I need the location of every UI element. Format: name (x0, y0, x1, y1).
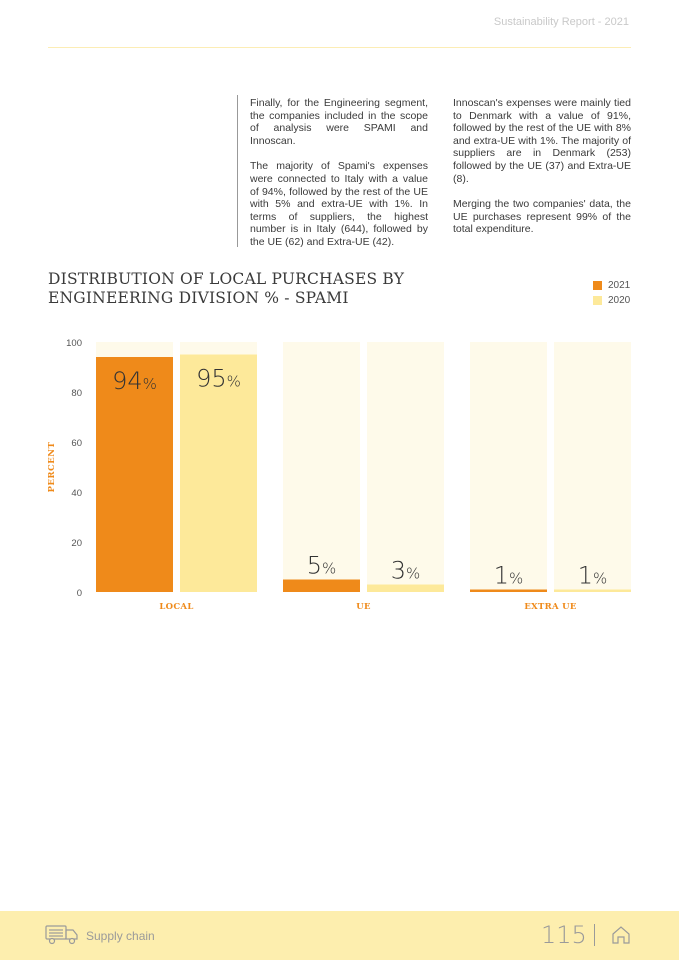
y-tick-label: 80 (71, 388, 82, 399)
footer-section-label: Supply chain (86, 929, 155, 943)
y-tick-label: 20 (71, 538, 82, 549)
legend-swatch-2020 (593, 295, 602, 305)
bar-ue-2021 (283, 579, 360, 592)
text-column-rule (237, 95, 238, 247)
x-category-label: EXTRA UE (524, 602, 577, 612)
bar-background (470, 342, 547, 592)
report-header-title: Sustainability Report - 2021 (493, 16, 629, 28)
paragraph: Merging the two companies' data, the UE … (453, 198, 631, 236)
legend-item-2021: 2021 (593, 278, 630, 292)
bar-local-2021 (96, 357, 173, 592)
data-label: 94% (112, 367, 157, 395)
y-tick-label: 0 (77, 588, 82, 599)
y-tick-label: 100 (66, 338, 82, 349)
bar-local-2020 (180, 354, 257, 592)
data-label: 3% (391, 557, 421, 585)
truck-icon (45, 925, 78, 945)
footer-divider (594, 924, 595, 946)
data-label: 1% (494, 562, 524, 590)
paragraph: The majority of Spami's expenses were co… (250, 160, 428, 248)
bar-extra-ue-2021 (470, 589, 547, 592)
y-tick-label: 40 (71, 488, 82, 499)
paragraph: Finally, for the Engineering segment, th… (250, 97, 428, 147)
data-label: 1% (578, 562, 608, 590)
bar-background (554, 342, 631, 592)
chart-legend: 2021 2020 (593, 278, 630, 308)
chart-title: DISTRIBUTION OF LOCAL PURCHASES BY ENGIN… (48, 270, 405, 307)
data-label: 5% (307, 552, 337, 580)
paragraph: Innoscan's expenses were mainly tied to … (453, 97, 631, 185)
y-tick-label: 60 (71, 438, 82, 449)
y-axis-label: PERCENT (47, 441, 57, 492)
legend-label-2021: 2021 (608, 279, 631, 291)
legend-swatch-2021 (593, 280, 602, 290)
x-category-label: UE (356, 602, 371, 612)
bar-chart: 0 20 40 60 80 100 PERCENT 94% 95% LOCAL 5% 3% UE 1% 1%… (47, 338, 631, 612)
text-column-1: Finally, for the Engineering segment, th… (250, 97, 428, 262)
text-column-2: Innoscan's expenses were mainly tied to … (453, 97, 631, 249)
bar-background (283, 342, 360, 592)
x-category-label: LOCAL (159, 602, 193, 612)
header-divider (48, 47, 631, 48)
bar-background (367, 342, 444, 592)
legend-label-2020: 2020 (608, 294, 631, 306)
home-icon[interactable] (610, 924, 632, 946)
bar-extra-ue-2020 (554, 589, 631, 592)
bar-ue-2020 (367, 584, 444, 592)
page-footer: Supply chain 115 (0, 911, 679, 960)
data-label: 95% (196, 365, 241, 393)
page-number: 115 (541, 921, 587, 949)
legend-item-2020: 2020 (593, 293, 630, 307)
